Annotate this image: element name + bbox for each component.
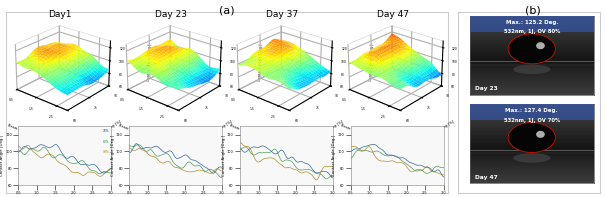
Ellipse shape bbox=[508, 34, 555, 64]
Y-axis label: Contact Angle [Deg.]: Contact Angle [Deg.] bbox=[111, 135, 115, 176]
Text: Day 23: Day 23 bbox=[474, 86, 498, 91]
Text: 80%: 80% bbox=[102, 140, 109, 144]
Y-axis label: Contact Angle [Deg.]: Contact Angle [Deg.] bbox=[0, 135, 4, 176]
Text: Max.: 127.4 Deg.: Max.: 127.4 Deg. bbox=[505, 108, 558, 113]
Text: 532nm, 1J, OV 80%: 532nm, 1J, OV 80% bbox=[504, 29, 560, 34]
Text: 70%: 70% bbox=[102, 129, 109, 133]
X-axis label: Beam Energy [J]: Beam Energy [J] bbox=[7, 124, 35, 138]
Y-axis label: Contact Angle [Deg.]: Contact Angle [Deg.] bbox=[222, 135, 225, 176]
Ellipse shape bbox=[513, 153, 550, 163]
Ellipse shape bbox=[508, 123, 555, 152]
Text: Day 47: Day 47 bbox=[377, 10, 409, 19]
Ellipse shape bbox=[536, 131, 545, 138]
Y-axis label: Contact Angle [Deg.]: Contact Angle [Deg.] bbox=[333, 135, 336, 176]
Y-axis label: Overlap [%]: Overlap [%] bbox=[324, 120, 344, 134]
Text: Max.: 125.2 Deg.: Max.: 125.2 Deg. bbox=[505, 20, 558, 25]
Text: 532nm, 1J, OV 70%: 532nm, 1J, OV 70% bbox=[504, 118, 560, 123]
Y-axis label: Overlap [%]: Overlap [%] bbox=[435, 120, 455, 134]
Text: (b): (b) bbox=[525, 6, 541, 16]
X-axis label: Beam Energy [J]: Beam Energy [J] bbox=[229, 124, 257, 138]
Y-axis label: Overlap [%]: Overlap [%] bbox=[213, 120, 233, 134]
Text: Day 47: Day 47 bbox=[474, 175, 498, 180]
Text: 90%: 90% bbox=[102, 150, 109, 154]
Text: (a): (a) bbox=[219, 6, 235, 16]
Y-axis label: Overlap [%]: Overlap [%] bbox=[102, 120, 122, 134]
Text: Day1: Day1 bbox=[48, 10, 72, 19]
Text: Day 23: Day 23 bbox=[155, 10, 187, 19]
Ellipse shape bbox=[513, 65, 550, 74]
Text: Day 37: Day 37 bbox=[266, 10, 298, 19]
X-axis label: Beam Energy [J]: Beam Energy [J] bbox=[118, 124, 146, 138]
X-axis label: Beam Energy [J]: Beam Energy [J] bbox=[340, 124, 368, 138]
Ellipse shape bbox=[536, 42, 545, 49]
